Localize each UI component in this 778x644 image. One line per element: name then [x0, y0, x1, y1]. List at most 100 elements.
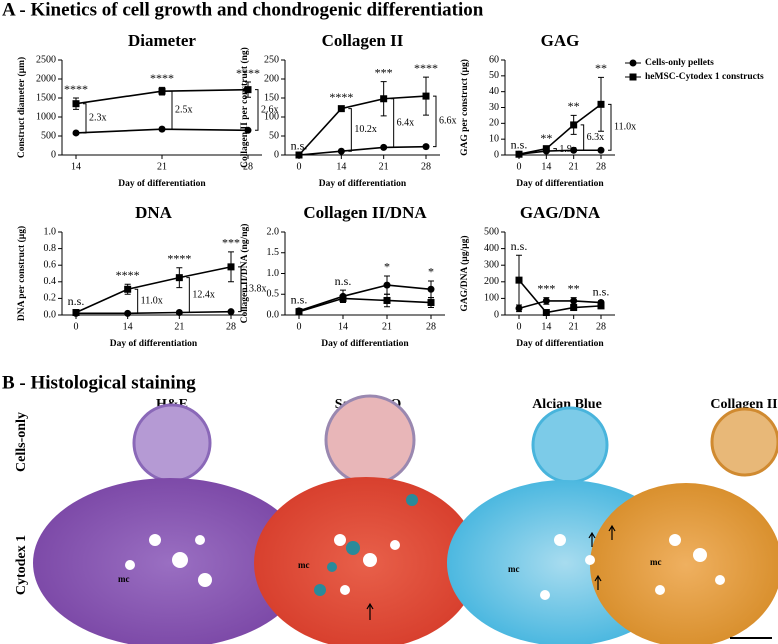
y-tick-label: 250: [264, 54, 279, 65]
y-tick-label: 50: [269, 130, 279, 141]
y-axis-title: GAG per construct (µg): [459, 59, 470, 156]
marker: [124, 285, 132, 293]
x-tick-label: 14: [338, 321, 348, 332]
series-line: [298, 145, 427, 156]
x-tick-label: 0: [74, 321, 79, 332]
legend-marker: [629, 73, 637, 81]
fold-bracket: [580, 124, 585, 151]
fold-label: 12.4x: [192, 289, 215, 300]
x-tick-label: 0: [517, 321, 522, 332]
fold-label: 2.5x: [175, 104, 193, 115]
y-tick-label: 0: [494, 309, 499, 320]
fold-label: 1.9x: [559, 144, 577, 155]
y-tick-label: 30: [489, 102, 499, 113]
x-tick-label: 28: [426, 321, 436, 332]
row-label: Cells-only: [14, 412, 29, 472]
fold-bracket: [390, 98, 395, 148]
x-axis-title: Day of differentiation: [110, 339, 198, 349]
chart: DNA 0.0 0.2 0.4 0.6 0.8 1.0 0 14 21 28 Day of diffe…: [16, 203, 266, 349]
y-tick-label: 50: [489, 70, 499, 81]
fold-bracket: [433, 95, 437, 148]
fold-bracket: [553, 148, 557, 152]
x-tick-label: 14: [541, 161, 551, 172]
holes: [125, 534, 725, 600]
fold-bracket: [348, 108, 352, 152]
significance-label: **: [568, 99, 580, 113]
significance-label: *: [428, 265, 434, 279]
x-tick-label: 14: [336, 161, 346, 172]
marker: [380, 143, 388, 151]
fold-label: 6.4x: [397, 117, 415, 128]
y-axis-title: GAG/DNA (µg/µg): [459, 235, 470, 311]
x-tick-label: 28: [596, 161, 606, 172]
x-tick-label: 21: [379, 161, 389, 172]
significance-label: n.s.: [593, 285, 610, 299]
significance-label: ****: [167, 251, 191, 265]
fold-label: 11.0x: [141, 296, 163, 307]
marker: [339, 294, 347, 302]
x-tick-label: 14: [71, 161, 81, 172]
significance-label: ***: [375, 65, 393, 79]
marker: [515, 276, 523, 284]
x-axis-title: Day of differentiation: [516, 179, 604, 189]
chart: GAG/DNA 0 100 200 300 400 500 0 14 21 28 Day of dif…: [459, 203, 615, 349]
beads: [314, 494, 418, 596]
chart-title: GAG: [541, 31, 580, 50]
x-tick-label: 21: [157, 161, 167, 172]
arrows: [366, 524, 616, 620]
image-label: mc: [118, 574, 130, 584]
y-tick-label: 200: [264, 73, 279, 84]
y-axis-title: Construct diameter (µm): [16, 57, 27, 158]
x-tick-label: 0: [517, 161, 522, 172]
y-tick-label: 40: [489, 86, 499, 97]
y-tick-label: 500: [41, 130, 56, 141]
marker: [597, 100, 605, 108]
marker: [295, 308, 303, 316]
stain-image: [531, 406, 609, 484]
x-tick-label: 21: [382, 321, 392, 332]
x-tick-label: 0: [297, 161, 302, 172]
y-tick-label: 10: [489, 133, 499, 144]
marker: [597, 146, 605, 154]
fold-label: 13.8x: [244, 284, 267, 295]
marker: [427, 285, 435, 293]
y-tick-label: 0.4: [44, 276, 57, 287]
y-tick-label: 20: [489, 118, 499, 129]
series-line: [518, 103, 602, 155]
series-line: [298, 284, 432, 312]
x-tick-label: 21: [569, 321, 579, 332]
significance-label: n.s.: [335, 274, 352, 288]
significance-label: *: [384, 260, 390, 274]
marker: [380, 95, 388, 103]
histology-panel: B - Histological staining H&E Safranin O…: [2, 372, 778, 644]
chart: GAG 0 10 20 30 40 50 60 0 14 21 28 Day of differenti…: [459, 31, 764, 189]
fold-label: 6.6x: [439, 116, 457, 127]
image-label: mc: [298, 560, 310, 570]
series-line: [76, 310, 232, 315]
x-tick-label: 28: [421, 161, 431, 172]
legend-label: Cells-only pellets: [645, 58, 714, 68]
fold-bracket: [83, 103, 87, 134]
marker: [383, 281, 391, 289]
y-tick-label: 200: [484, 276, 499, 287]
image-label: mc: [508, 564, 520, 574]
marker: [244, 126, 252, 134]
y-tick-label: 0: [51, 149, 56, 160]
marker: [597, 302, 605, 310]
section-title: A - Kinetics of cell growth and chondrog…: [2, 0, 484, 20]
x-tick-label: 21: [174, 321, 184, 332]
y-tick-label: 0.2: [44, 293, 57, 304]
fold-label: 10.2x: [354, 124, 377, 135]
x-tick-label: 0: [297, 321, 302, 332]
y-axis-title: Collagen II per construct (ng): [239, 47, 250, 168]
stain-image: [324, 394, 416, 486]
significance-label: ***: [222, 236, 240, 250]
series-line: [518, 300, 602, 310]
y-tick-label: 2000: [36, 73, 56, 84]
chart-title: DNA: [135, 203, 173, 222]
series-line: [298, 297, 432, 313]
column-label: Alcian Blue: [532, 397, 602, 412]
chart-title: Collagen II/DNA: [303, 203, 427, 222]
stain-image: [590, 483, 778, 644]
